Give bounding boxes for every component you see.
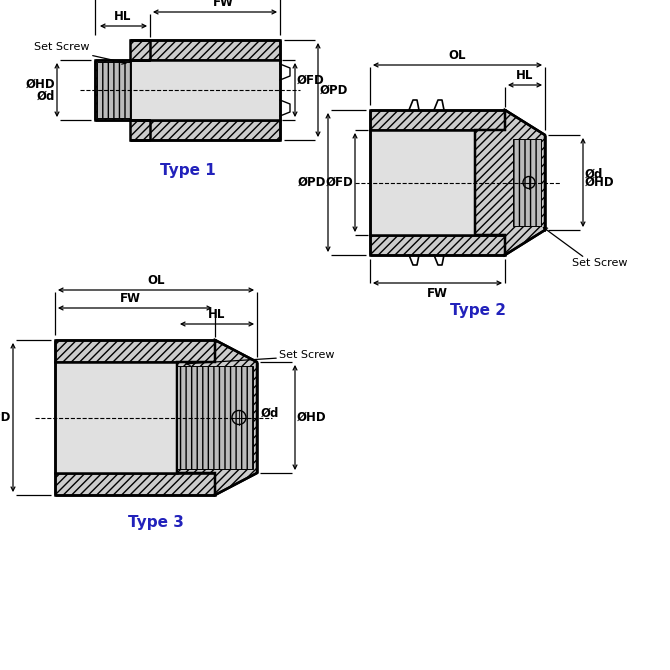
Text: Ød: Ød [585,168,604,181]
Text: ØPD: ØPD [297,176,326,189]
Text: Type 1: Type 1 [159,163,215,178]
Text: ØHD: ØHD [297,411,327,424]
Bar [55,362,177,473]
Text: HL: HL [114,10,131,23]
Text: ØHD: ØHD [25,78,55,90]
Text: OL: OL [449,49,466,62]
Text: ØFD: ØFD [297,74,325,86]
Bar [370,110,505,130]
Bar [370,235,505,255]
Bar [130,40,280,60]
Text: Set Screw: Set Screw [34,42,90,52]
Bar [130,120,280,140]
Text: HL: HL [517,69,534,82]
Text: Ød: Ød [37,90,55,103]
Text: Ød: Ød [261,407,279,420]
Bar [55,473,215,495]
Polygon shape [177,340,257,495]
Bar [55,340,215,362]
Text: Type 3: Type 3 [128,515,184,531]
Bar [177,366,253,469]
Text: ØPD: ØPD [0,411,11,424]
Text: ØPD: ØPD [320,84,348,96]
Text: FW: FW [119,292,141,305]
Bar [130,60,280,120]
Bar [513,139,541,226]
Text: ØFD: ØFD [325,176,353,189]
Text: FW: FW [212,0,234,9]
Text: HL: HL [208,308,226,321]
Text: Set Screw: Set Screw [279,350,334,360]
Bar [97,62,130,118]
Bar [370,130,505,235]
Polygon shape [95,60,150,120]
Text: OL: OL [147,274,165,287]
Text: ØHD: ØHD [585,176,614,189]
Text: Type 2: Type 2 [450,302,505,318]
Polygon shape [475,110,545,255]
Text: FW: FW [427,287,448,300]
Text: Set Screw: Set Screw [572,258,628,268]
